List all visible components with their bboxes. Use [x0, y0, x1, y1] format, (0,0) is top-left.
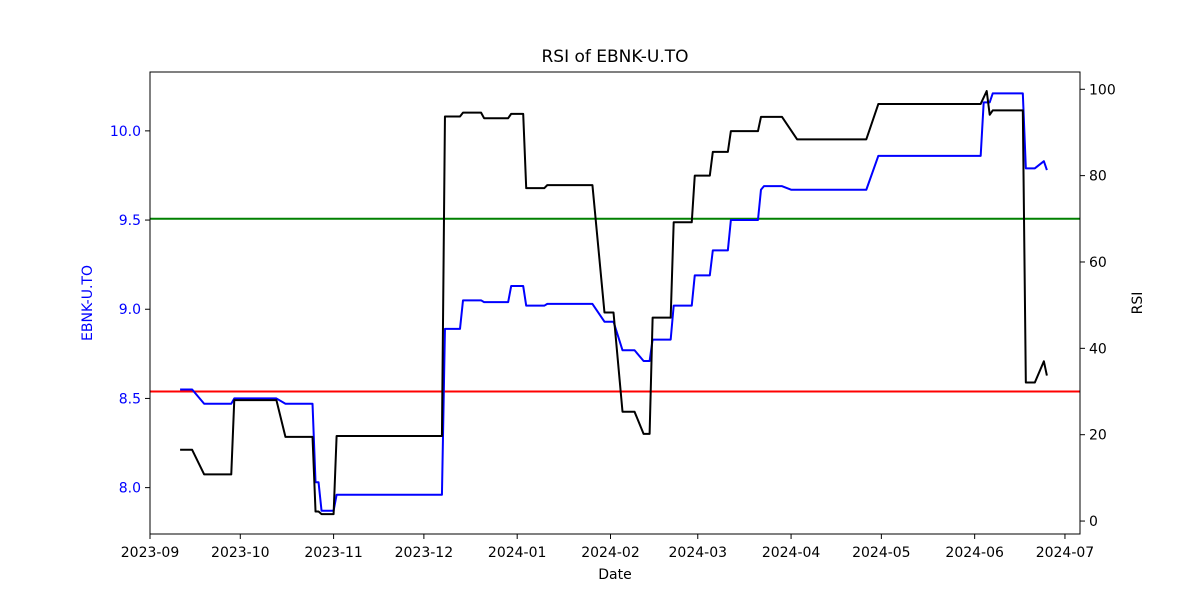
- x-tick-label: 2024-04: [762, 545, 821, 561]
- y-right-tick-label: 80: [1089, 169, 1107, 185]
- y-left-tick-label: 8.5: [119, 391, 141, 407]
- y-right-tick-label: 100: [1089, 82, 1116, 98]
- y-axis-right: 0 20 40 60 80 100: [1080, 82, 1116, 530]
- y-left-tick-label: 9.5: [119, 213, 141, 229]
- price-line: [180, 92, 1048, 512]
- x-tick-label: 2024-01: [488, 545, 547, 561]
- x-tick-label: 2024-07: [1036, 545, 1095, 561]
- reference-lines: [150, 217, 1080, 393]
- y-axis-left: 8.0 8.5 9.0 9.5 10.0: [110, 124, 150, 497]
- x-tick-label: 2024-03: [669, 545, 728, 561]
- x-tick-label: 2023-09: [121, 545, 180, 561]
- x-axis: 2023-09 2023-10 2023-11 2023-12 2024-01 2024-…: [121, 534, 1094, 561]
- x-tick-label: 2024-02: [581, 545, 640, 561]
- y-right-tick-label: 0: [1089, 514, 1098, 530]
- x-tick-label: 2023-11: [304, 545, 363, 561]
- y-right-tick-label: 60: [1089, 255, 1107, 271]
- y-left-tick-label: 9.0: [119, 302, 141, 318]
- y-right-tick-label: 40: [1089, 341, 1107, 357]
- y-right-tick-label: 20: [1089, 428, 1107, 444]
- rsi-line: [180, 90, 1048, 516]
- y-axis-left-label: EBNK-U.TO: [80, 265, 96, 341]
- series-layer: [180, 90, 1048, 516]
- x-axis-label: Date: [598, 567, 631, 583]
- plot-frame: [149, 71, 1081, 535]
- x-tick-label: 2023-10: [211, 545, 270, 561]
- x-tick-label: 2024-06: [945, 545, 1004, 561]
- chart-title: RSI of EBNK-U.TO: [541, 47, 688, 67]
- x-tick-label: 2023-12: [395, 545, 454, 561]
- x-tick-label: 2024-05: [852, 545, 911, 561]
- y-left-tick-label: 8.0: [119, 481, 141, 497]
- y-left-tick-label: 10.0: [110, 124, 141, 140]
- y-axis-right-label: RSI: [1130, 292, 1146, 315]
